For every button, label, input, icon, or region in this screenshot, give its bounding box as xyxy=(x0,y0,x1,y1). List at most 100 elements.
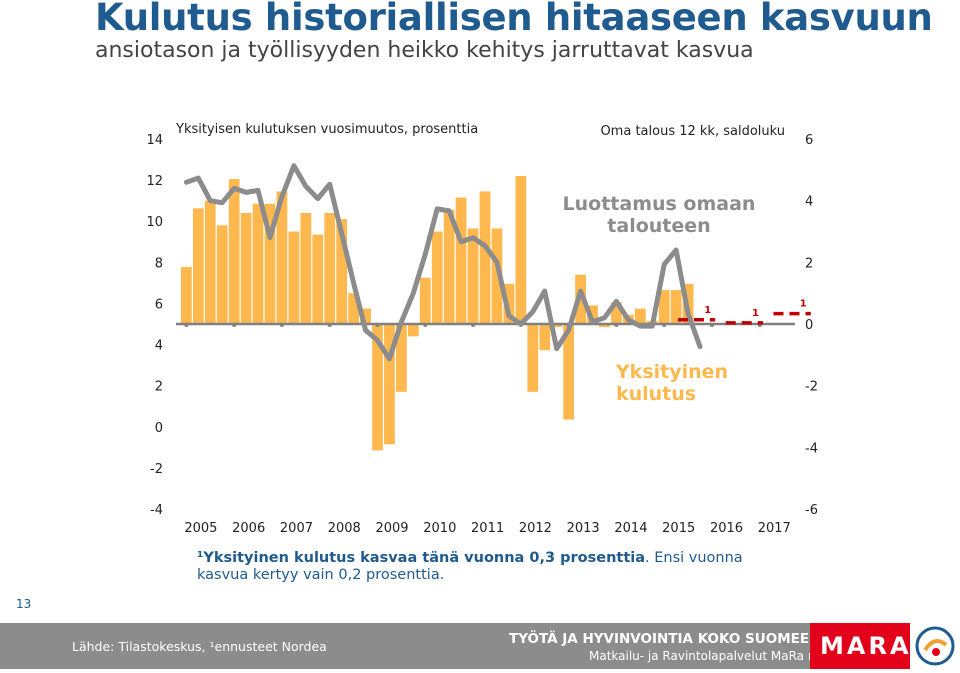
x-tick-label: 2008 xyxy=(328,521,361,536)
tourism-logo-graphic xyxy=(915,626,955,666)
x-tick-label: 2017 xyxy=(758,521,791,536)
right-tick-label: 2 xyxy=(805,256,813,271)
bar xyxy=(431,231,443,324)
bar xyxy=(515,176,527,324)
bar xyxy=(658,290,670,324)
bar xyxy=(240,213,252,324)
left-tick-label: 6 xyxy=(155,297,163,312)
x-tick-mark xyxy=(279,323,284,327)
footer-bar: Lähde: Tilastokeskus, ¹ennusteet Nordea … xyxy=(0,623,960,669)
x-tick-label: 2012 xyxy=(519,521,552,536)
bar xyxy=(300,213,312,324)
bar xyxy=(348,293,359,324)
x-tick-mark xyxy=(375,323,380,327)
bar xyxy=(264,203,276,324)
confidence-annotation-line2: talouteen xyxy=(607,215,710,237)
x-tick-mark xyxy=(471,323,476,327)
bar xyxy=(670,290,682,324)
source-note: Lähde: Tilastokeskus, ¹ennusteet Nordea xyxy=(72,639,327,654)
x-tick-label: 2011 xyxy=(471,521,504,536)
x-tick-label: 2013 xyxy=(567,521,600,536)
bar xyxy=(539,324,551,351)
left-tick-label: 4 xyxy=(155,339,163,354)
x-tick-mark xyxy=(423,323,428,327)
left-tick-label: 12 xyxy=(146,174,163,189)
footer-tagline: TYÖTÄ JA HYVINVOINTIA KOKO SUOMEEN xyxy=(509,631,821,647)
confidence-annotation-line1: Luottamus omaan xyxy=(563,193,756,215)
mara-logo-text: MARA xyxy=(820,632,912,660)
x-tick-label: 2014 xyxy=(614,521,647,536)
consumption-annotation-line1: Yksityinen xyxy=(615,361,728,383)
x-tick-label: 2005 xyxy=(184,521,217,536)
footer-organization: Matkailu- ja Ravintolapalvelut MaRa ry xyxy=(589,649,820,663)
x-tick-label: 2006 xyxy=(232,521,265,536)
left-tick-label: 2 xyxy=(155,380,163,395)
bar xyxy=(204,200,216,324)
right-tick-label: 6 xyxy=(805,133,813,148)
right-tick-label: -6 xyxy=(805,503,818,518)
forecast-marker: 1 xyxy=(800,299,807,310)
x-tick-label: 2009 xyxy=(375,521,408,536)
confidence-line xyxy=(183,163,703,362)
bar xyxy=(360,308,371,324)
x-tick-mark xyxy=(662,323,667,327)
left-tick-label: 14 xyxy=(146,133,163,148)
bar xyxy=(181,266,192,324)
left-tick-label: 8 xyxy=(155,256,163,271)
bar xyxy=(419,277,431,324)
consumption-annotation-line2: kulutus xyxy=(616,383,696,405)
left-tick-label: -2 xyxy=(150,462,163,477)
bar xyxy=(527,324,539,392)
bar xyxy=(563,324,575,420)
left-tick-label: 10 xyxy=(146,215,163,230)
x-tick-mark xyxy=(709,323,714,327)
forecast-marker: 1 xyxy=(704,305,711,316)
page-title: Kulutus historiallisen hitaaseen kasvuun xyxy=(95,0,933,39)
page-subtitle: ansiotason ja työllisyyden heikko kehity… xyxy=(95,38,754,63)
x-tick-label: 2007 xyxy=(280,521,313,536)
bar xyxy=(503,283,515,324)
footnote: ¹Yksityinen kulutus kasvaa tänä vuonna 0… xyxy=(197,550,797,584)
bar xyxy=(467,228,479,324)
bar xyxy=(407,324,419,337)
bar xyxy=(599,324,610,328)
bar xyxy=(372,324,383,451)
page-number: 13 xyxy=(16,597,32,611)
bar xyxy=(634,308,646,324)
bar xyxy=(252,203,264,324)
x-tick-label: 2010 xyxy=(423,521,456,536)
x-tick-mark xyxy=(184,323,189,327)
bar xyxy=(192,208,204,324)
x-tick-label: 2015 xyxy=(662,521,695,536)
bar xyxy=(491,228,503,324)
combo-chart: Yksityisen kulutuksen vuosimuutos, prose… xyxy=(146,122,818,536)
right-axis-title: Oma talous 12 kk, saldoluku xyxy=(600,124,785,139)
left-tick-label: -4 xyxy=(150,503,163,518)
bar xyxy=(611,302,622,324)
forecast-marker: 1 xyxy=(752,308,759,319)
bar xyxy=(288,231,300,324)
x-tick-mark xyxy=(614,323,619,327)
right-tick-label: -2 xyxy=(805,380,818,395)
footnote-bold: ¹Yksityinen kulutus kasvaa tänä vuonna 0… xyxy=(197,550,646,566)
x-tick-mark xyxy=(327,323,332,327)
bar xyxy=(384,324,395,445)
bar xyxy=(396,324,407,392)
left-tick-label: 0 xyxy=(155,421,163,436)
bar xyxy=(336,219,348,324)
bar xyxy=(228,179,240,324)
bar xyxy=(551,324,563,328)
x-tick-label: 2016 xyxy=(710,521,743,536)
bar xyxy=(312,234,324,324)
right-tick-label: 0 xyxy=(805,318,813,333)
x-tick-mark xyxy=(232,323,237,327)
bar xyxy=(479,191,491,324)
left-axis-title: Yksityisen kulutuksen vuosimuutos, prose… xyxy=(175,122,478,137)
bar xyxy=(455,197,467,324)
right-tick-label: 4 xyxy=(805,195,813,210)
right-tick-label: -4 xyxy=(805,441,818,456)
bar xyxy=(324,213,336,324)
bar xyxy=(443,209,455,324)
bar xyxy=(216,225,228,324)
mara-logo: MARA xyxy=(810,623,910,669)
